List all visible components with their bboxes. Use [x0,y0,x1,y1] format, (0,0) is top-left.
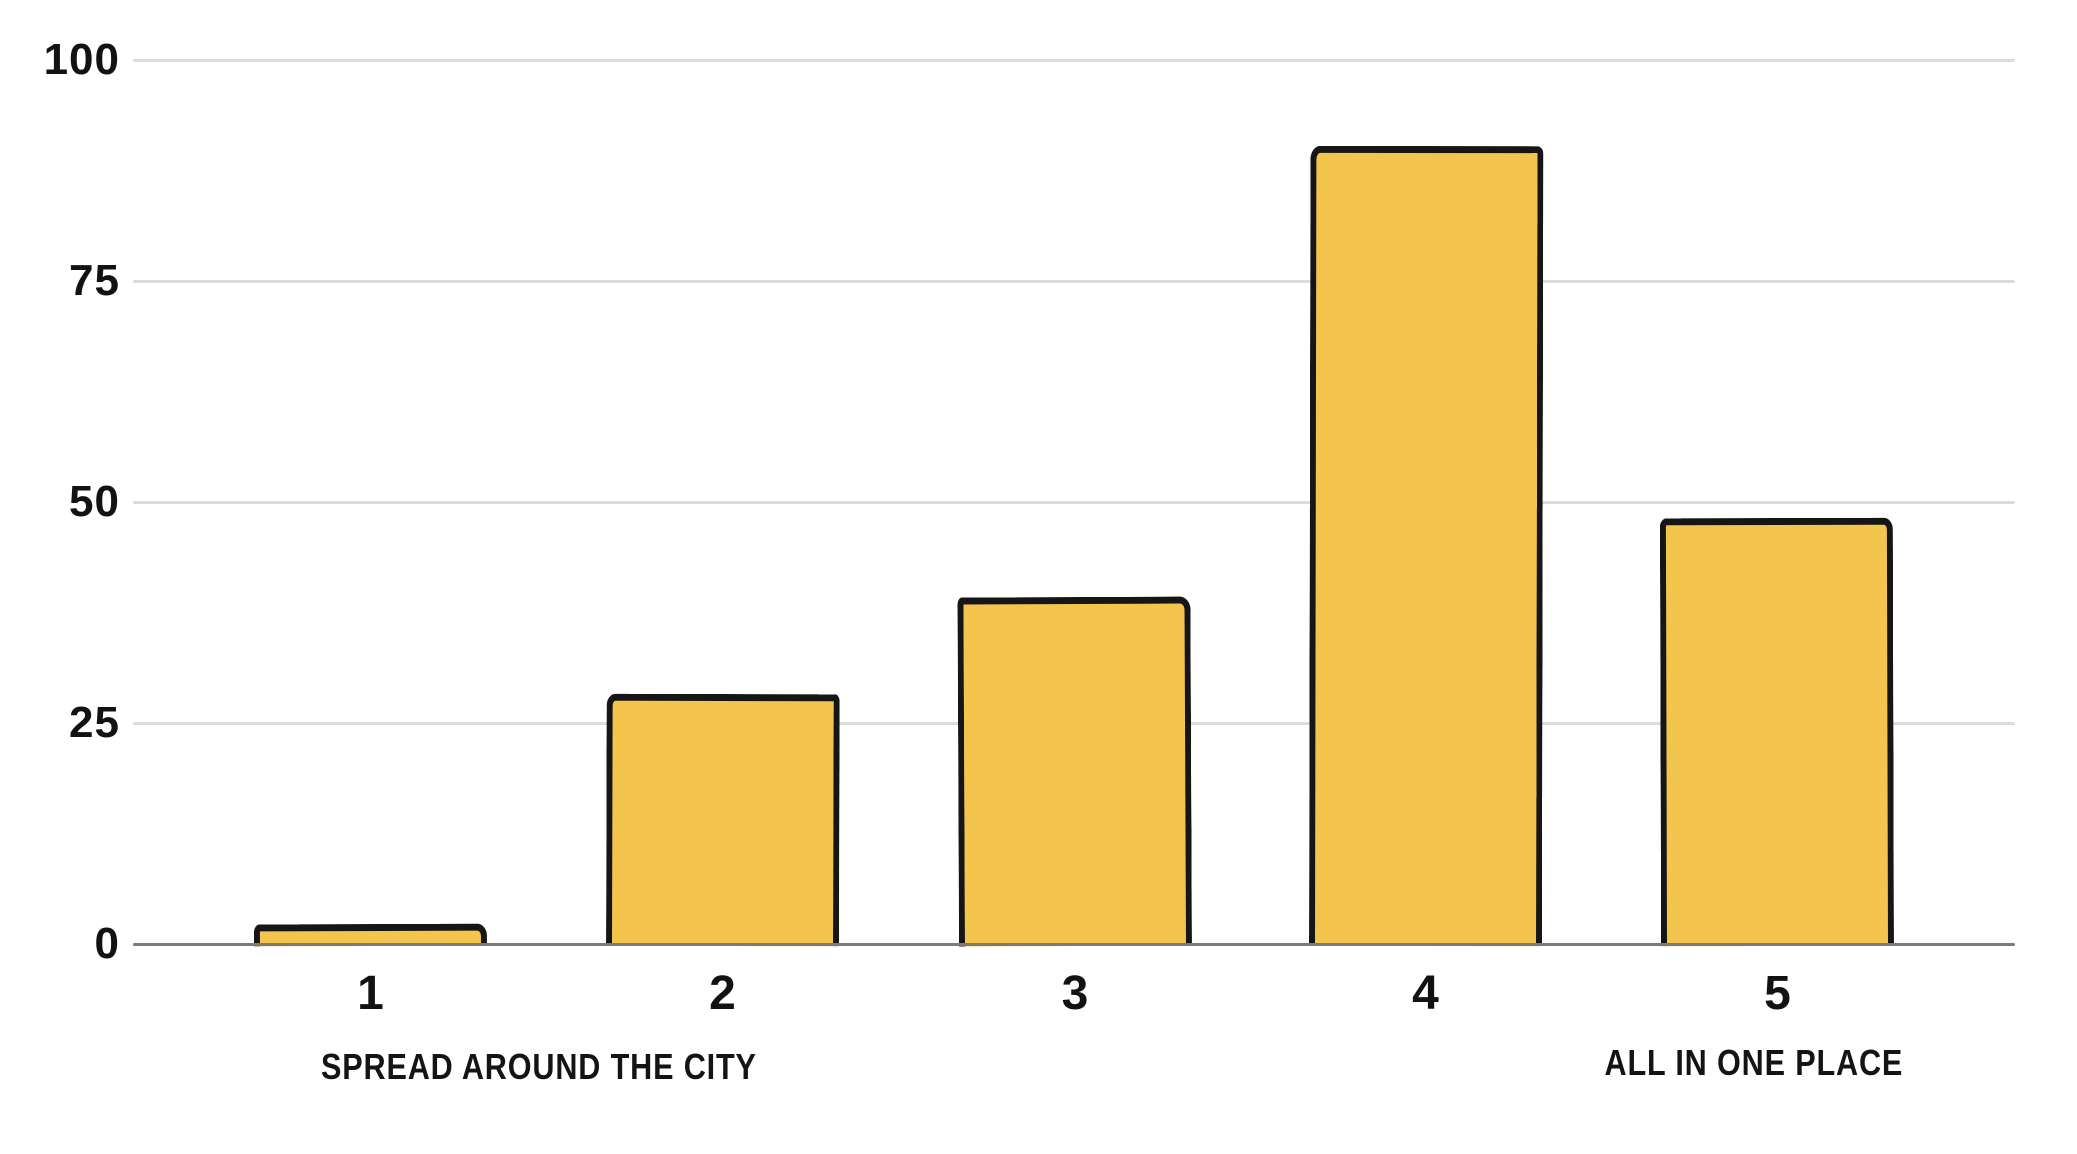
y-tick-label: 0 [94,919,120,968]
x-tick-label: 5 [1764,967,1791,1020]
bar-category-5 [1659,517,1894,947]
x-tick-label: 3 [1061,967,1089,1020]
bar-category-2 [606,693,840,947]
x-tick-label: 4 [1412,967,1439,1020]
x-axis-line [133,942,2015,946]
bar-category-3 [956,596,1192,947]
x-tick-label: 1 [357,967,384,1020]
gridline [133,279,2015,283]
x-axis-caption-left: SPREAD AROUND THE CITY [321,1046,757,1087]
x-tick-label: 2 [709,967,736,1020]
y-tick-label: 25 [69,698,120,747]
bar-category-4 [1309,145,1544,947]
y-tick-label: 50 [69,477,120,526]
gridline [133,500,2015,504]
y-tick-label: 100 [43,35,120,84]
y-tick-label: 75 [69,256,120,305]
x-axis-caption-right: ALL IN ONE PLACE [1604,1042,1904,1083]
gridline [133,58,2015,62]
